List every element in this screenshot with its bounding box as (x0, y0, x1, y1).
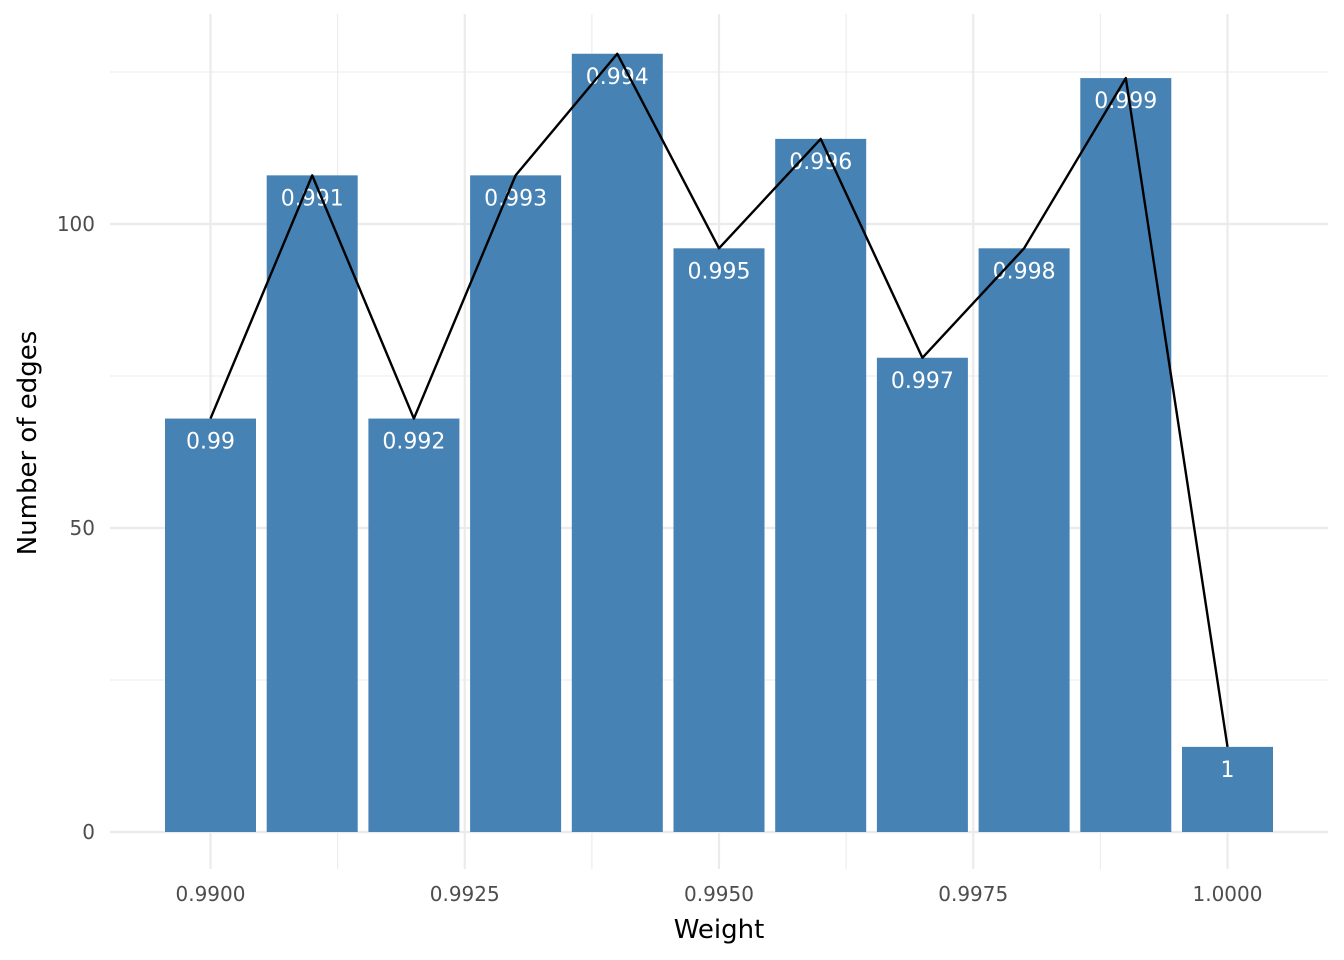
bar (165, 418, 256, 832)
overlay-line-path (209, 52, 1229, 748)
bars (165, 53, 1273, 833)
bar (673, 248, 765, 832)
overlay-line (209, 52, 1229, 748)
y-tick-label: 100 (57, 212, 95, 236)
bar-label: 0.993 (484, 186, 547, 211)
bar (978, 248, 1070, 832)
x-axis-title: Weight (674, 915, 765, 945)
x-axis-ticks: 0.9900 0.9925 0.9950 0.9975 1.0000 (176, 882, 1263, 906)
bar-label: 0.99 (186, 430, 235, 455)
x-tick-label: 0.9975 (938, 882, 1008, 906)
y-tick-label: 50 (70, 516, 95, 540)
y-tick-label: 0 (82, 820, 95, 844)
bar-label: 0.991 (281, 186, 344, 211)
bar-label: 0.995 (688, 259, 751, 284)
x-tick-label: 0.9925 (430, 882, 500, 906)
bar-label: 0.999 (1094, 89, 1157, 114)
y-axis-ticks: 0 50 100 (57, 212, 95, 844)
bar-label: 0.992 (382, 430, 445, 455)
bar (266, 175, 358, 833)
bar-label: 0.997 (891, 369, 954, 394)
bar (775, 138, 867, 832)
x-tick-label: 0.9900 (176, 882, 246, 906)
x-tick-label: 1.0000 (1193, 882, 1263, 906)
bar-label: 0.994 (586, 65, 649, 90)
bar-label: 1 (1221, 758, 1235, 783)
bar (1182, 746, 1273, 832)
bar (470, 175, 562, 833)
bar (1080, 78, 1172, 832)
x-tick-label: 0.9950 (684, 882, 754, 906)
bar (368, 418, 460, 832)
bar (876, 357, 968, 832)
y-axis-title: Number of edges (13, 331, 43, 556)
bar (571, 53, 663, 832)
